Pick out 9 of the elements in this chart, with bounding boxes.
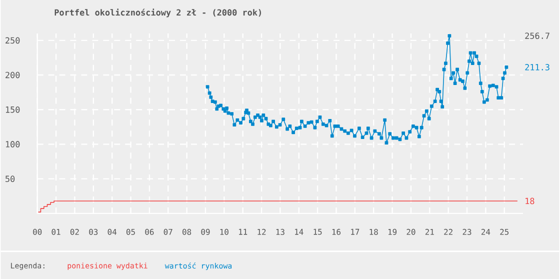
y2-tick-label: 256.7 [525,32,550,39]
y-tick-label: 50 [6,176,15,182]
y2-tick-label: 211.3 [525,64,550,70]
y-tick-label: 250 [6,37,20,44]
y-tick-label: 100 [6,140,20,148]
chart-title: Portfel okolicznościowy 2 zł - (2000 rok) [54,8,261,18]
y-tick-label: 150 [6,106,20,113]
y2-tick-label: 18 [526,198,534,204]
y-tick-label: 200 [6,72,20,78]
